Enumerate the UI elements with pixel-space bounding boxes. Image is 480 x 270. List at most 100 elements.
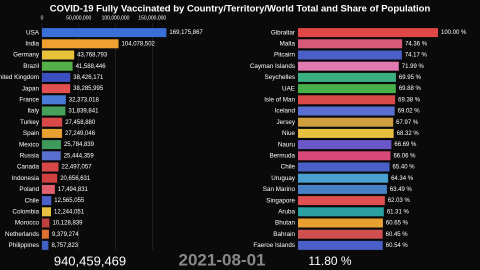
bar: [42, 50, 75, 60]
category-label: Niue: [282, 130, 295, 137]
value-label: 63.49 %: [390, 187, 413, 193]
bar: [42, 229, 49, 239]
bar: [42, 61, 73, 71]
value-label: 66.69 %: [394, 142, 417, 148]
value-label: 64.34 %: [391, 176, 414, 182]
bar: [298, 218, 383, 228]
category-label: Morocco: [15, 220, 40, 227]
bar: [298, 39, 403, 49]
value-label: 9,379,274: [52, 232, 79, 238]
value-label: 68.32 %: [397, 131, 420, 137]
category-label: Gibraltar: [271, 29, 295, 36]
bar: [42, 95, 66, 105]
value-label: 69.95 %: [399, 75, 422, 81]
value-label: 8,757,823: [51, 243, 78, 249]
category-label: Malta: [280, 40, 296, 47]
category-label: Brazil: [23, 63, 39, 70]
value-label: 31,839,841: [68, 109, 99, 115]
category-label: Spain: [23, 130, 40, 137]
category-label: Turkey: [20, 119, 40, 126]
value-label: 32,373,018: [69, 97, 100, 103]
value-label: 60.54 %: [386, 243, 409, 249]
bar: [298, 61, 399, 71]
value-label: 22,497,057: [62, 165, 93, 171]
bar: [42, 39, 119, 49]
bar: [42, 28, 167, 38]
category-label: Seychelles: [265, 74, 295, 81]
category-label: Nauru: [278, 141, 296, 148]
bar: [42, 218, 50, 228]
value-label: 62.03 %: [388, 198, 411, 204]
category-label: Colombia: [12, 208, 39, 215]
value-label: 10,128,839: [52, 221, 83, 227]
category-label: Isle of Man: [264, 96, 295, 103]
bar: [298, 140, 392, 150]
category-label: USA: [26, 29, 40, 36]
value-label: 69.38 %: [398, 97, 421, 103]
category-label: UAE: [282, 85, 295, 92]
world-total: 940,459,469: [54, 253, 126, 268]
bar: [298, 95, 396, 105]
category-label: France: [19, 96, 39, 103]
category-label: Russia: [20, 152, 40, 159]
value-label: 25,444,359: [64, 153, 95, 159]
bar: [42, 207, 52, 217]
value-label: 65.40 %: [393, 165, 416, 171]
value-label: 74.36 %: [405, 41, 428, 47]
category-label: Italy: [27, 108, 39, 115]
category-label: Germany: [13, 52, 40, 59]
value-label: 38,426,171: [73, 75, 104, 81]
bar: [298, 207, 384, 217]
value-label: 27,249,046: [65, 131, 96, 137]
bar: [42, 106, 66, 116]
value-label: 74.17 %: [405, 53, 428, 59]
value-label: 60.45 %: [386, 232, 409, 238]
bar: [42, 128, 63, 138]
category-label: India: [25, 40, 39, 47]
category-label: Canada: [17, 164, 40, 171]
value-label: 25,784,839: [64, 142, 95, 148]
world-share: 11.80 %: [308, 254, 351, 268]
category-label: Iceland: [275, 108, 296, 115]
bar: [42, 240, 49, 250]
category-label: Bermuda: [269, 152, 295, 159]
category-label: San Marino: [263, 186, 296, 193]
category-label: Faeroe Islands: [253, 242, 295, 249]
x-tick-label: 0: [41, 15, 44, 21]
bar: [298, 240, 383, 250]
bar: [298, 28, 438, 38]
category-label: Bahrain: [273, 231, 295, 238]
category-label: Uruguay: [271, 175, 296, 182]
value-label: 20,656,631: [60, 176, 91, 182]
bar: [42, 162, 59, 172]
x-tick-label: 50,000,000: [66, 15, 91, 21]
chart-title: COVID-19 Fully Vaccinated by Country/Ter…: [50, 4, 431, 15]
value-label: 41,588,446: [76, 64, 107, 70]
bar: [42, 140, 61, 150]
date: 2021-08-01: [179, 250, 266, 269]
value-label: 169,175,867: [169, 30, 203, 36]
bar: [42, 72, 71, 82]
category-label: Pitcairn: [274, 52, 295, 59]
bar: [298, 84, 396, 94]
value-label: 69.88 %: [399, 86, 422, 92]
bar: [298, 162, 390, 172]
bar: [42, 151, 61, 161]
value-label: 43,768,793: [77, 53, 108, 59]
category-label: Bhutan: [275, 220, 295, 227]
value-label: 66.06 %: [393, 153, 416, 159]
bar: [298, 173, 389, 183]
value-label: 100.00 %: [441, 30, 467, 36]
bar: [42, 117, 63, 127]
category-label: Netherlands: [5, 231, 39, 238]
value-label: 104,078,502: [122, 41, 156, 47]
value-label: 60.65 %: [386, 221, 409, 227]
category-label: Aruba: [278, 208, 295, 215]
category-label: Poland: [19, 186, 39, 193]
value-label: 17,494,831: [58, 187, 89, 193]
value-label: 69.02 %: [398, 109, 421, 115]
category-label: Philippines: [9, 242, 39, 249]
bar: [298, 72, 396, 82]
